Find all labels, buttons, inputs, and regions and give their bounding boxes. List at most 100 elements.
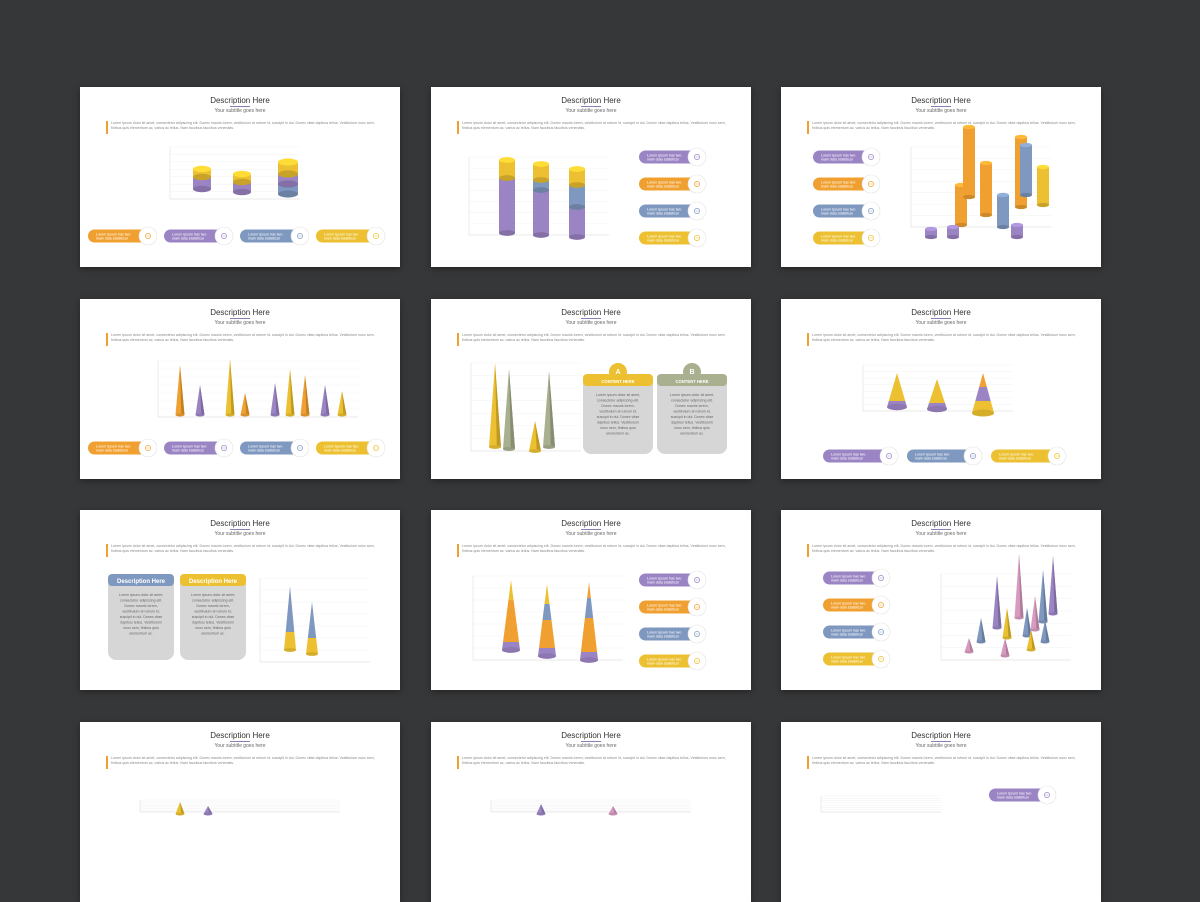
card-body-text: suscipit in dui. Donec vitae [671, 415, 714, 419]
slide-thumbnail[interactable]: Description Here Your subtitle goes here… [781, 87, 1101, 267]
slide-body-text: Lorem ipsum dolor sit amet, consectetur … [462, 756, 726, 766]
slide-thumbnail[interactable]: Description Here Your subtitle goes here… [781, 722, 1101, 902]
slide-thumbnail[interactable]: Description Here Your subtitle goes here… [431, 510, 751, 690]
slide-thumbnail[interactable]: Description Here Your subtitle goes here… [781, 510, 1101, 690]
cylinder-band [569, 234, 585, 240]
slide-thumbnail[interactable]: Description Here Your subtitle goes here… [80, 299, 400, 479]
cylinder-band [233, 178, 251, 186]
accent-bar [457, 756, 459, 769]
cone-shade [1007, 608, 1012, 638]
pill-label: main data statistical [647, 158, 679, 162]
pill-label: main data statistical [821, 239, 853, 243]
cone-shade [1035, 596, 1040, 630]
card-header-text: CONTENT HERE [675, 379, 708, 384]
cone-base [1022, 634, 1032, 638]
cone-base [964, 650, 974, 654]
pill-label: main data statistical [647, 608, 679, 612]
pill-icon [868, 208, 874, 214]
cone-base [1026, 648, 1036, 652]
cone-base [580, 657, 598, 663]
cone-shade [981, 618, 986, 642]
pill-icon [878, 656, 884, 662]
pill-label: main data statistical [96, 449, 128, 453]
slide-subtitle: Your subtitle goes here [915, 743, 967, 749]
cone-base [1040, 640, 1050, 644]
slide-title: Description Here [911, 519, 971, 528]
title-underline [230, 106, 250, 107]
cylinder-band [193, 173, 211, 181]
accent-bar [106, 544, 108, 557]
pill-label: Lorem Ipsum has two [172, 232, 206, 236]
card-body-text: Lorem ipsum dolor sit amet, [119, 593, 163, 597]
slide-thumbnail[interactable]: Description Here Your subtitle goes here… [781, 299, 1101, 479]
cone-shade [290, 369, 295, 415]
card-body-text: Donec mauris lorem, [675, 404, 708, 408]
slide-body-text: Lorem ipsum dolor sit amet, consectetur … [462, 333, 726, 343]
pill-icon [694, 235, 700, 241]
cylinder-segment [233, 182, 251, 192]
slide-title: Description Here [210, 519, 270, 528]
cylinder-top [193, 165, 211, 173]
cone-base [1014, 616, 1024, 620]
pill-icon [373, 445, 379, 451]
cylinder-segment [533, 164, 549, 180]
cone-segment [975, 387, 991, 401]
card-header-text: CONTENT HERE [601, 379, 634, 384]
pill-label: main data statistical [831, 660, 863, 664]
cylinder-segment [193, 169, 211, 177]
pill-icon [694, 181, 700, 187]
slide-body-text: Lorem ipsum dolor sit amet, consectetur … [111, 333, 375, 343]
cone-base [175, 413, 185, 417]
card-body-text: consectetur adipiscing elit. [120, 599, 162, 603]
cone-segment [306, 638, 318, 654]
pill-icon [868, 235, 874, 241]
slide-subtitle: Your subtitle goes here [565, 108, 617, 114]
pill [639, 600, 701, 614]
pill-icon [878, 575, 884, 581]
pill-label: main data statistical [997, 796, 1029, 800]
cone-shade [245, 393, 250, 415]
slide-subtitle: Your subtitle goes here [565, 743, 617, 749]
pill-label: main data statistical [647, 662, 679, 666]
pill-label: main data statistical [831, 606, 863, 610]
title-underline [581, 318, 601, 319]
cone-base [927, 405, 947, 413]
cone-shade [1027, 608, 1032, 636]
cone-segment [584, 598, 594, 618]
slide-thumbnail[interactable]: Description Here Your subtitle goes here… [80, 722, 400, 902]
slide-thumbnail[interactable]: Description Here Your subtitle goes here… [431, 722, 751, 902]
pill [639, 150, 701, 164]
cone-shade [180, 365, 185, 415]
pill [823, 625, 885, 639]
cylinder-top [1015, 134, 1027, 140]
content-card [657, 374, 727, 454]
cone-base [270, 413, 280, 417]
cone-base [502, 647, 520, 653]
pill-label: Lorem Ipsum has two [821, 234, 855, 238]
slide-thumbnail[interactable]: Description Here Your subtitle goes here… [80, 87, 400, 267]
cone-shade [1053, 556, 1058, 614]
cone-base [306, 652, 318, 656]
cylinder-top [997, 192, 1009, 198]
pill-label: Lorem Ipsum has two [831, 452, 865, 456]
card-body-text: suscipit in dui. Donec vitae [120, 615, 163, 619]
cylinder-band [1020, 192, 1032, 198]
slide-thumbnail[interactable]: Description Here Your subtitle goes here… [431, 299, 751, 479]
accent-bar [106, 121, 108, 134]
content-card [180, 574, 246, 660]
cylinder-band [193, 185, 211, 193]
title-underline [581, 529, 601, 530]
slide-subtitle: Your subtitle goes here [915, 531, 967, 537]
card-header [180, 574, 246, 586]
card-letter: B [689, 369, 694, 376]
slide-thumbnail[interactable]: Description Here Your subtitle goes here… [80, 510, 400, 690]
cylinder-top [1037, 164, 1049, 170]
card-body-text: nunc sem, finibus quis [600, 426, 636, 430]
pill-icon [878, 629, 884, 635]
card-body-text: Donec mauris lorem, [124, 604, 157, 608]
slide-thumbnail[interactable]: Description Here Your subtitle goes here… [431, 87, 751, 267]
pill-label: Lorem Ipsum has two [915, 452, 949, 456]
pill-icon [694, 154, 700, 160]
pill [813, 150, 875, 164]
